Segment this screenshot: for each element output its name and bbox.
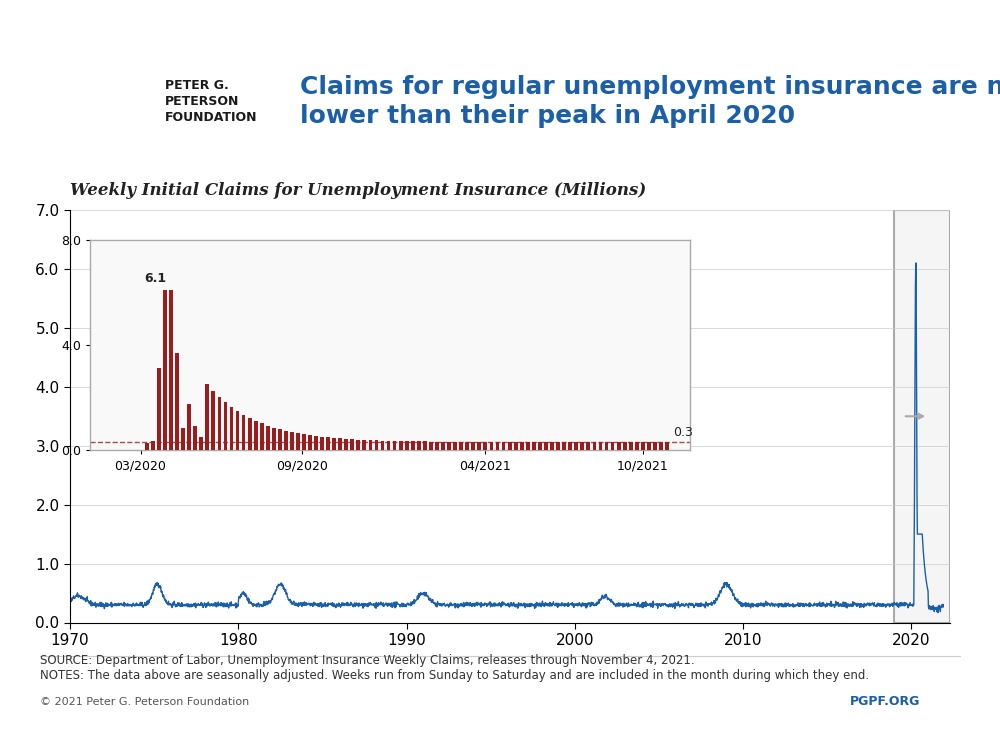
Bar [151,441,155,450]
Text: Weekly Initial Claims for Unemployment Insurance (Millions): Weekly Initial Claims for Unemployment I… [70,182,646,199]
Bar [544,442,548,450]
Bar [629,442,633,450]
Bar [375,440,378,450]
Text: SOURCE: Department of Labor, Unemployment Insurance Weekly Claims, releases thro: SOURCE: Department of Labor, Unemploymen… [40,654,695,667]
Bar [193,426,197,450]
Bar [550,442,554,450]
Bar [344,439,348,450]
Text: Claims for regular unemployment insurance are now much
lower than their peak in : Claims for regular unemployment insuranc… [300,75,1000,128]
Bar [260,424,264,450]
Bar [411,441,415,450]
Bar [659,442,663,450]
Bar [272,427,276,450]
Bar [314,436,318,450]
Text: PETER G.
PETERSON
FOUNDATION: PETER G. PETERSON FOUNDATION [165,79,258,124]
Bar [278,429,282,450]
Bar [574,442,578,450]
Bar [296,433,300,450]
Text: © 2021 Peter G. Peterson Foundation: © 2021 Peter G. Peterson Foundation [40,697,249,707]
Bar [163,290,167,450]
Bar [623,442,627,450]
Bar [435,442,439,450]
Bar [520,442,524,450]
Bar [514,442,518,450]
Bar [387,441,390,450]
Bar [236,411,239,450]
Bar [169,290,173,450]
Bar [532,442,536,450]
Bar [242,415,245,450]
Bar [187,404,191,450]
Bar [593,442,596,450]
Bar [157,368,161,450]
Bar [381,440,384,450]
Bar [568,442,572,450]
Bar [199,437,203,450]
Text: ≡: ≡ [62,80,84,104]
Bar [266,425,270,450]
Bar [145,442,149,450]
Bar [230,407,233,450]
Bar [465,442,469,450]
Bar [580,442,584,450]
Bar [417,442,421,450]
Bar [483,442,487,450]
Text: PGPF.ORG: PGPF.ORG [850,695,920,708]
Bar [586,442,590,450]
Text: 6.1: 6.1 [145,272,167,285]
Bar [447,442,451,450]
Bar [477,442,481,450]
Bar [490,442,493,450]
Bar [356,440,360,450]
Bar [496,442,499,450]
Bar [399,441,403,450]
Bar [290,432,294,450]
Bar [562,442,566,450]
Bar [254,421,258,450]
Bar [453,442,457,450]
Bar [320,436,324,450]
Bar [617,442,621,450]
Bar [556,442,560,450]
Bar [248,418,252,450]
Bar [429,442,433,450]
Bar [502,442,505,450]
Bar [350,440,354,450]
Bar [508,442,512,450]
Text: 0.3: 0.3 [673,425,693,439]
Bar [308,435,312,450]
Bar [605,442,608,450]
Bar [641,442,645,450]
Bar [471,442,475,450]
Bar [338,439,342,450]
Bar [423,442,427,450]
Bar [224,403,227,450]
Bar [599,442,602,450]
Bar [369,440,372,450]
FancyBboxPatch shape [894,210,950,622]
Bar [441,442,445,450]
Text: NOTES: The data above are seasonally adjusted. Weeks run from Sunday to Saturday: NOTES: The data above are seasonally adj… [40,669,869,682]
Bar [665,442,669,450]
Bar [284,430,288,450]
Bar [211,392,215,450]
Bar [653,442,657,450]
Bar [302,434,306,450]
Bar [405,441,409,450]
Bar [459,442,463,450]
Bar [362,440,366,450]
Bar [218,398,221,450]
Bar [647,442,651,450]
Bar [393,441,396,450]
Bar [635,442,639,450]
Bar [181,428,185,450]
Bar [538,442,542,450]
Bar [332,438,336,450]
Bar [326,437,330,450]
Bar [175,353,179,450]
Bar [611,442,614,450]
Bar [526,442,530,450]
Bar [205,384,209,450]
